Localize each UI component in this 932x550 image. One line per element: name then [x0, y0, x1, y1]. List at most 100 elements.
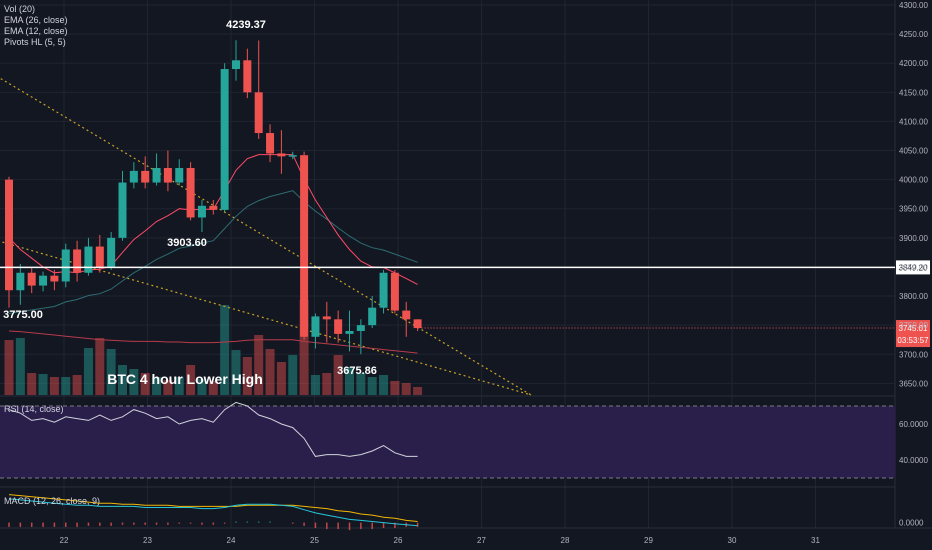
time-tick-label: 24: [227, 536, 236, 545]
level-price-tag: [896, 260, 930, 275]
pivot-bottom-label[interactable]: 3675.86: [337, 365, 377, 377]
volume-bar: [118, 365, 127, 395]
last-price-label: 3745.01: [899, 324, 928, 333]
candle[interactable]: [163, 167, 172, 183]
volume-bar: [197, 379, 207, 395]
candle[interactable]: [322, 316, 331, 320]
volume-bar: [152, 377, 162, 395]
volume-bar: [310, 375, 320, 395]
volume-bar: [174, 377, 184, 395]
volume-bar: [356, 373, 366, 395]
candle[interactable]: [175, 167, 184, 183]
candle[interactable]: [209, 205, 218, 210]
candle[interactable]: [254, 92, 263, 134]
volume-bar: [322, 373, 332, 395]
volume-bar: [61, 377, 71, 395]
volume-bar: [254, 335, 264, 395]
candle[interactable]: [197, 205, 206, 218]
candle[interactable]: [402, 310, 411, 320]
legend-ema26[interactable]: EMA (26, close): [4, 15, 68, 25]
candle[interactable]: [129, 170, 138, 183]
volume-bar: [95, 338, 105, 395]
candle[interactable]: [311, 316, 320, 337]
candle[interactable]: [186, 167, 195, 218]
candle[interactable]: [16, 272, 25, 291]
candle[interactable]: [50, 275, 59, 282]
candle[interactable]: [300, 155, 309, 337]
macd-tick-label: 0.0000: [899, 519, 924, 528]
time-tick-label: 29: [644, 536, 653, 545]
rsi-tick-label: 60.0000: [899, 420, 928, 429]
legend-vol[interactable]: Vol (20): [4, 4, 36, 14]
volume-bar: [72, 375, 82, 395]
time-tick-label: 26: [394, 536, 403, 545]
legend-pivots[interactable]: Pivots HL (5, 5): [4, 37, 66, 47]
candle[interactable]: [95, 246, 104, 267]
volume-bar: [265, 349, 275, 395]
candle[interactable]: [220, 69, 229, 210]
level-price-label: 3849.20: [899, 263, 928, 272]
candle[interactable]: [84, 246, 93, 273]
rsi-tick-label: 40.0000: [899, 456, 928, 465]
price-tick-label: 4000.00: [899, 176, 928, 185]
rsi-band: [0, 406, 895, 478]
volume-bar: [129, 369, 139, 395]
price-tick-label: 3750.00: [899, 321, 928, 330]
price-tick-label: 4100.00: [899, 117, 928, 126]
candle[interactable]: [390, 272, 399, 311]
volume-bar: [106, 349, 116, 395]
candle[interactable]: [266, 133, 275, 154]
volume-bar: [367, 377, 377, 395]
candle[interactable]: [379, 272, 388, 308]
candle[interactable]: [232, 60, 240, 70]
chart-annotation-title[interactable]: BTC 4 hour Lower High: [107, 371, 263, 387]
pivot-low-label[interactable]: 3903.60: [167, 237, 207, 249]
volume-bar: [379, 375, 389, 395]
volume-bar: [299, 300, 309, 395]
candle[interactable]: [243, 60, 252, 93]
legend: Vol (20) EMA (26, close) EMA (12, close)…: [4, 4, 68, 48]
price-tick-label: 3900.00: [899, 234, 928, 243]
time-tick-label: 31: [811, 536, 820, 545]
candle[interactable]: [61, 249, 70, 282]
candle[interactable]: [73, 249, 82, 273]
rsi-line: [8, 401, 418, 457]
legend-ema12[interactable]: EMA (12, close): [4, 26, 68, 36]
candle[interactable]: [27, 272, 36, 286]
candle[interactable]: [413, 319, 422, 329]
candle[interactable]: [345, 330, 354, 334]
pivot-high-label[interactable]: 4239.37: [226, 19, 266, 31]
time-tick-label: 27: [477, 536, 486, 545]
candle[interactable]: [152, 167, 161, 183]
price-tick-label: 3700.00: [899, 350, 928, 359]
last-price-tag: [896, 320, 930, 348]
price-tick-label: 3800.00: [899, 292, 928, 301]
volume-bar: [208, 381, 218, 395]
volume-bar: [288, 355, 298, 395]
candle[interactable]: [118, 182, 127, 238]
candle[interactable]: [334, 319, 343, 334]
price-tick-label: 3950.00: [899, 205, 928, 214]
volume-bar: [345, 367, 354, 395]
volume-bar: [27, 373, 37, 395]
price-tick-label: 3850.00: [899, 263, 928, 272]
candle[interactable]: [5, 179, 13, 291]
volume-bar: [413, 387, 423, 395]
volume-bar: [242, 357, 252, 395]
volume-bar: [401, 383, 411, 395]
rsi-label[interactable]: RSI (14, close): [4, 404, 64, 414]
candle[interactable]: [356, 325, 365, 331]
volume-bar: [38, 374, 48, 395]
candle[interactable]: [107, 237, 116, 267]
candle[interactable]: [39, 275, 48, 286]
time-tick-label: 28: [561, 536, 570, 545]
pivot-left-label[interactable]: 3775.00: [3, 309, 43, 321]
candle[interactable]: [368, 307, 377, 326]
candle[interactable]: [277, 153, 286, 157]
price-tick-label: 4150.00: [899, 88, 928, 97]
macd-label[interactable]: MACD (12, 26, close, 9): [4, 496, 101, 506]
volume-bar: [15, 338, 25, 395]
candle[interactable]: [288, 155, 297, 157]
candle[interactable]: [141, 170, 150, 183]
